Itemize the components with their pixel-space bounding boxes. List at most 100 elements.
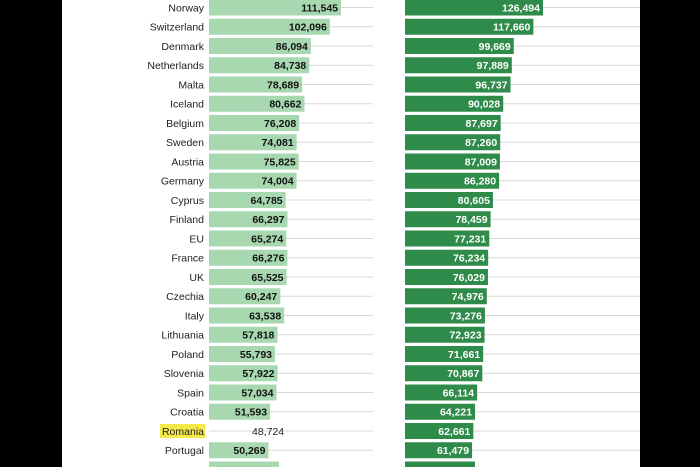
right-bar <box>405 230 490 247</box>
category-label: Norway <box>168 2 204 14</box>
right-value-label: 126,494 <box>502 2 540 14</box>
category-label: Belgium <box>166 118 204 130</box>
category-label: Croatia <box>170 407 204 419</box>
left-bar <box>209 153 299 170</box>
left-value-label: 111,545 <box>301 2 338 14</box>
category-label: Malta <box>178 79 204 91</box>
right-bar <box>405 384 478 401</box>
category-label: Austria <box>171 156 204 168</box>
category-label: Switzerland <box>150 22 204 34</box>
left-bar <box>209 384 277 401</box>
category-label: Denmark <box>161 41 204 53</box>
left-value-label: 64,785 <box>251 195 283 207</box>
left-bar <box>209 403 271 420</box>
right-bar <box>405 403 476 420</box>
category-label: EU <box>189 233 204 245</box>
category-label: Iceland <box>170 99 204 111</box>
right-bar <box>405 172 500 189</box>
left-bar <box>209 192 286 208</box>
right-value-label: 71,661 <box>448 349 480 361</box>
right-value-label: 99,669 <box>479 41 511 53</box>
right-bar <box>405 307 485 324</box>
left-bar <box>209 95 305 112</box>
right-bar <box>405 95 504 112</box>
left-value-label: 51,593 <box>235 407 267 419</box>
left-bar <box>209 115 300 131</box>
category-label: Czechia <box>166 291 204 303</box>
right-bar <box>405 423 474 439</box>
right-value-label: 117,660 <box>493 22 531 34</box>
category-label: Germany <box>161 176 205 188</box>
right-value-label: 87,009 <box>465 156 497 168</box>
left-value-label: 80,662 <box>269 99 301 111</box>
right-value-label: 76,234 <box>453 253 485 265</box>
category-label: Slovenia <box>164 368 204 380</box>
comparison-bar-chart: Norway 111,545 126,494 Switzerland 102,096 11… <box>147 0 640 467</box>
left-bar <box>209 76 303 93</box>
right-value-label: 87,697 <box>466 118 498 130</box>
category-label: Netherlands <box>147 60 204 72</box>
left-value-label: 75,825 <box>264 156 296 168</box>
right-bar <box>405 57 512 74</box>
left-bar <box>209 442 269 459</box>
right-value-label: 77,231 <box>454 233 486 245</box>
right-value-label: 86,280 <box>464 176 496 188</box>
right-value-label: 66,114 <box>443 387 475 399</box>
right-bar <box>405 269 488 285</box>
left-value-label: 66,297 <box>252 214 284 226</box>
left-value-label: 48,724 <box>252 426 284 438</box>
right-value-label: 96,737 <box>475 79 507 91</box>
right-bar <box>405 211 491 228</box>
left-value-label: 84,738 <box>274 60 306 72</box>
left-bar <box>209 0 341 16</box>
right-bar <box>405 326 485 343</box>
category-label: Finland <box>170 214 205 226</box>
left-value-label: 76,208 <box>264 118 296 130</box>
left-value-label: 60,247 <box>245 291 277 303</box>
left-value-label: 102,096 <box>289 22 327 34</box>
category-label: Cyprus <box>171 195 204 207</box>
right-value-label: 76,029 <box>453 272 485 284</box>
left-value-label: 57,034 <box>241 387 273 399</box>
category-label: UK <box>189 272 204 284</box>
left-bar <box>209 172 297 189</box>
right-bar <box>405 288 487 305</box>
left-bar <box>209 230 287 247</box>
right-bar <box>405 442 473 459</box>
category-label: Sweden <box>166 137 204 149</box>
left-value-label: 65,525 <box>251 272 283 284</box>
left-bar <box>209 211 288 228</box>
category-label: Romania <box>162 426 204 438</box>
right-value-label: 70,867 <box>447 368 479 380</box>
left-value-label: 65,274 <box>251 233 283 245</box>
left-value-label: 57,818 <box>242 330 274 342</box>
left-bar <box>209 57 310 74</box>
right-bar <box>405 115 501 131</box>
left-bar <box>209 307 285 324</box>
left-value-label: 55,793 <box>240 349 272 361</box>
right-value-label: 72,923 <box>449 330 481 342</box>
left-value-label: 66,276 <box>252 253 284 265</box>
left-bar <box>209 365 278 382</box>
chart-panel: Norway 111,545 126,494 Switzerland 102,096 11… <box>62 0 640 467</box>
category-label: Lithuania <box>161 330 204 342</box>
category-label: Portugal <box>165 445 204 457</box>
right-value-label: 73,276 <box>450 310 482 322</box>
right-bar <box>405 38 514 54</box>
left-value-label: 78,689 <box>267 79 299 91</box>
right-bar-cut <box>405 461 475 467</box>
right-bar <box>405 192 493 208</box>
right-bar <box>405 153 500 170</box>
left-value-label: 86,094 <box>276 41 308 53</box>
left-value-label: 74,081 <box>262 137 294 149</box>
left-value-label: 57,922 <box>242 368 274 380</box>
right-value-label: 61,479 <box>437 445 469 457</box>
left-bar-cut <box>209 461 279 467</box>
right-value-label: 97,889 <box>477 60 509 72</box>
left-bar <box>209 326 278 343</box>
highlight-marker <box>160 424 205 438</box>
left-value-label: 50,269 <box>233 445 265 457</box>
right-value-label: 64,221 <box>440 407 472 419</box>
left-bar <box>209 288 281 305</box>
right-value-label: 78,459 <box>455 214 487 226</box>
